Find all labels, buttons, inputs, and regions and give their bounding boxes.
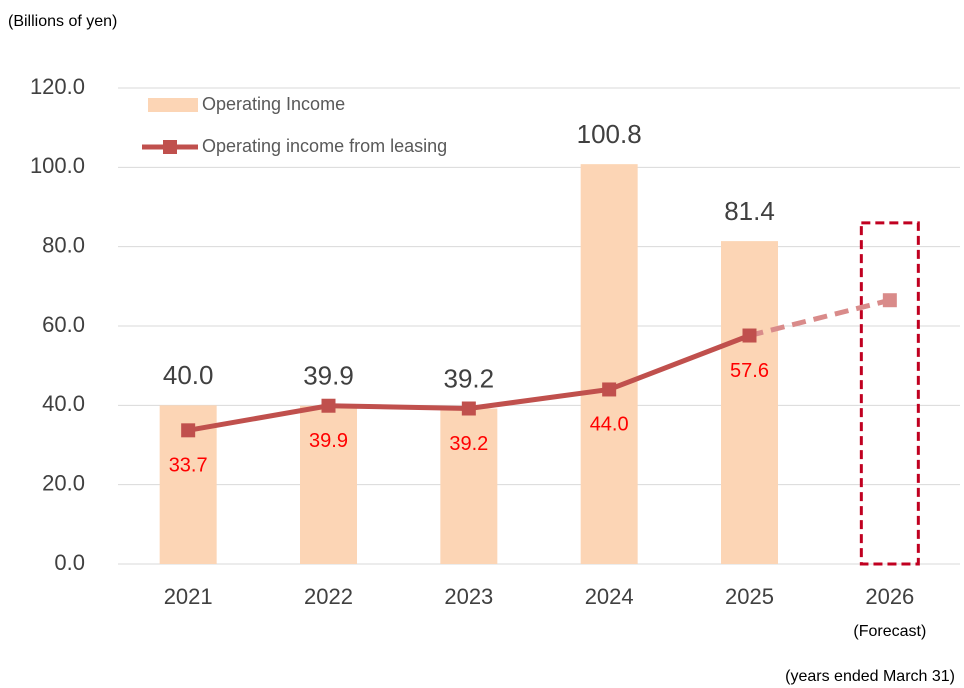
bar xyxy=(300,405,357,564)
x-tick-label: 2021 xyxy=(164,584,213,609)
y-tick-label: 0.0 xyxy=(54,550,85,575)
forecast-label: (Forecast) xyxy=(853,623,926,640)
y-tick-label: 120.0 xyxy=(30,74,85,99)
line-value-label: 33.7 xyxy=(169,455,208,477)
line-marker xyxy=(461,401,476,416)
bar-value-label: 81.4 xyxy=(724,196,775,226)
legend-label: Operating Income xyxy=(202,94,345,114)
bar-value-label: 39.2 xyxy=(444,363,495,393)
line-value-label: 39.9 xyxy=(309,430,348,452)
y-axis-label: (Billions of yen) xyxy=(8,13,117,30)
y-tick-label: 20.0 xyxy=(42,470,85,495)
x-tick-label: 2025 xyxy=(725,584,774,609)
bar xyxy=(721,241,778,564)
x-tick-label: 2023 xyxy=(444,584,493,609)
bar-value-label: 40.0 xyxy=(163,360,214,390)
line-value-label: 39.2 xyxy=(449,433,488,455)
y-tick-label: 40.0 xyxy=(42,391,85,416)
x-tick-label: 2024 xyxy=(585,584,634,609)
legend-swatch xyxy=(148,98,198,112)
note: (years ended March 31) xyxy=(785,668,955,685)
legend-label: Operating income from leasing xyxy=(202,136,447,156)
line-marker xyxy=(742,328,757,343)
x-tick-label: 2026 xyxy=(865,584,914,609)
legend-swatch xyxy=(163,140,177,154)
line-value-label: 57.6 xyxy=(730,360,769,382)
bar xyxy=(580,164,638,564)
line-marker xyxy=(181,423,196,438)
line-value-label: 44.0 xyxy=(590,414,629,436)
line-marker xyxy=(882,293,897,308)
y-tick-label: 100.0 xyxy=(30,153,85,178)
line-marker xyxy=(321,398,336,413)
forecast-line xyxy=(748,297,891,338)
bar-value-label: 100.8 xyxy=(577,119,642,149)
bar-value-label: 39.9 xyxy=(303,361,354,391)
y-tick-label: 60.0 xyxy=(42,312,85,337)
line-marker xyxy=(602,382,617,397)
bar xyxy=(440,408,498,564)
y-tick-label: 80.0 xyxy=(42,232,85,257)
x-tick-label: 2022 xyxy=(304,584,353,609)
forecast-bar xyxy=(859,221,920,566)
